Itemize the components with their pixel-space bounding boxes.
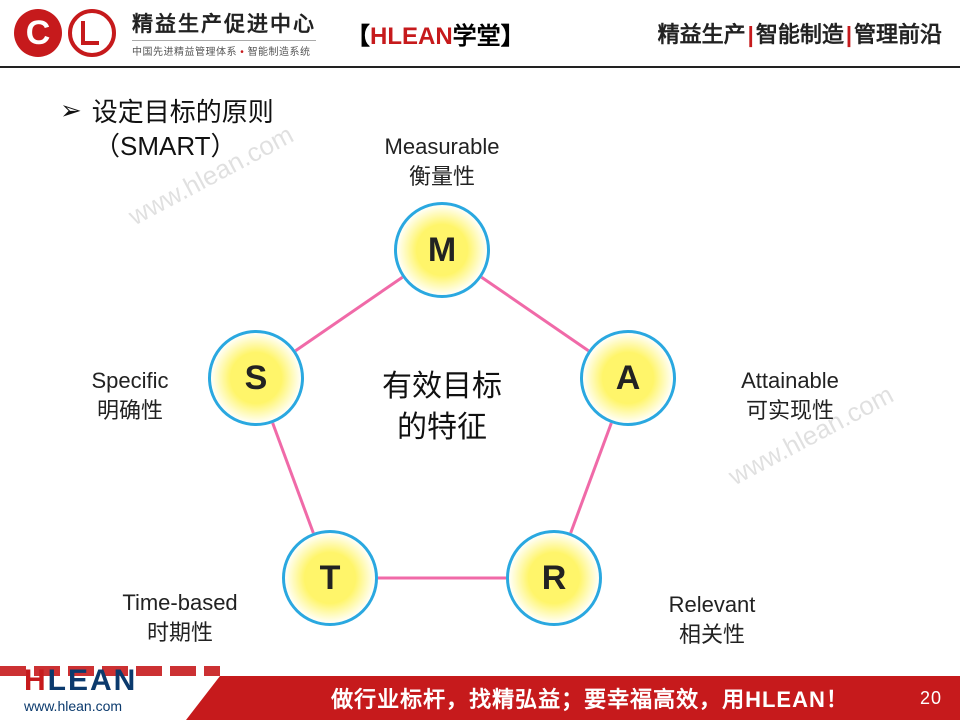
node-label-t: Time-based时期性 [90,588,270,647]
node-s: S [208,330,304,426]
pentagon-edge [273,423,314,533]
diagram-center-text: 有效目标 的特征 [352,367,532,448]
brand-sub-a: 中国先进精益管理体系 [132,47,237,58]
bracket-open: 【 [346,23,370,50]
pentagon-edge [296,277,403,351]
hlean-school: 【HLEAN学堂】 [346,16,525,51]
page-number: 20 [920,688,942,709]
footer-url: www.hlean.com [24,698,137,714]
logo-c-icon: C [14,9,62,57]
logo-area: C 精益生产促进中心 中国先进精益管理体系 • 智能制造系统 [0,8,316,58]
footer-bar: 做行业标杆，找精弘益；要幸福高效，用HLEAN！ 20 [220,676,960,720]
node-label-s: Specific明确性 [40,366,220,425]
node-r: R [506,530,602,626]
bracket-close: 】 [501,23,525,50]
node-t: T [282,530,378,626]
brand-main: 精益生产促进中心 [132,8,316,38]
node-label-r: Relevant相关性 [622,590,802,649]
logo-l-icon [68,9,116,57]
tag-c: 管理前沿 [854,22,942,47]
brand-sub: 中国先进精益管理体系 • 智能制造系统 [132,40,316,58]
node-label-a: Attainable可实现性 [700,366,880,425]
node-label-m: Measurable衡量性 [352,132,532,191]
footer: HLEAN www.hlean.com 做行业标杆，找精弘益；要幸福高效，用HL… [0,664,960,720]
tag-b: 智能制造 [756,22,844,47]
pentagon-edge [571,423,612,533]
footer-logo-text: HLEAN [24,664,137,698]
footer-slogan: 做行业标杆，找精弘益；要幸福高效，用HLEAN！ [331,682,849,714]
node-m: M [394,202,490,298]
footer-brand: HLEAN www.hlean.com [24,664,137,714]
brand-sub-b: 智能制造系统 [248,47,311,58]
brand-text: 精益生产促进中心 中国先进精益管理体系 • 智能制造系统 [132,8,316,58]
tagline: 精益生产|智能制造|管理前沿 [658,17,960,49]
footer-rest: LEAN [48,664,138,697]
center-line2: 的特征 [397,411,487,444]
tag-a: 精益生产 [658,22,746,47]
school-xt: 学堂 [453,23,501,50]
hlean-text: HLEAN [370,23,453,50]
center-line1: 有效目标 [382,370,502,403]
footer-h: H [24,664,48,697]
smart-diagram: 有效目标 的特征 MMeasurable衡量性AAttainable可实现性RR… [0,80,960,640]
header: C 精益生产促进中心 中国先进精益管理体系 • 智能制造系统 【HLEAN学堂】… [0,0,960,68]
pentagon-edge [482,277,589,351]
node-a: A [580,330,676,426]
